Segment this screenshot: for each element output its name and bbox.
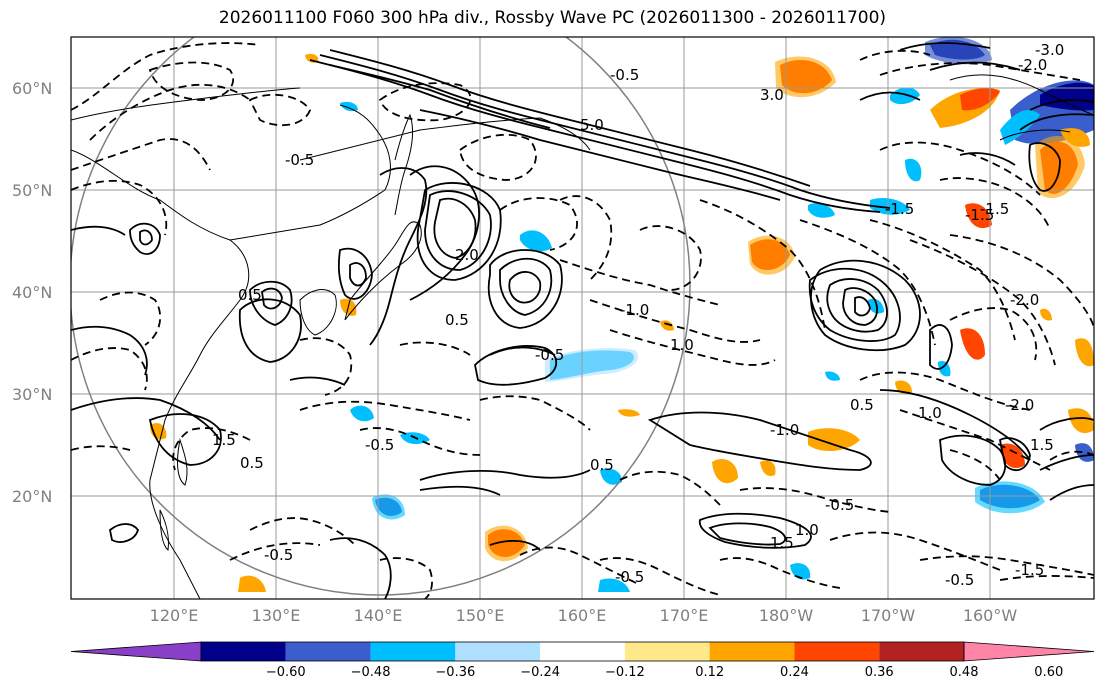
lon-tick-label: 120°E (150, 606, 199, 625)
contour-label: 1.0 (795, 521, 819, 539)
colorbar-tick-label: 0.36 (865, 665, 894, 680)
lon-tick-label: 160°E (558, 606, 607, 625)
map-area: -3.0 -2.0 -1.5 -0.5 0.5 -0.5 -1.0 1.0 -2… (71, 37, 1094, 599)
contour-label: 0.5 (850, 396, 874, 414)
colorbar-swatch (285, 642, 371, 661)
contour-label: 1.5 (212, 431, 236, 449)
contour-label: -0.5 (535, 346, 564, 364)
contour-label: -1.5 (1015, 561, 1044, 579)
lat-tick-label: 60°N (12, 79, 52, 98)
colorbar-extend-high (963, 641, 1095, 662)
lat-tick-label: 40°N (12, 283, 52, 302)
colorbar-outline (200, 641, 965, 662)
contour-label: 0.5 (240, 454, 264, 472)
colorbar-tick-label: 0.12 (695, 665, 724, 680)
contour-label: -1.0 (620, 301, 649, 319)
positive-contours (71, 42, 1094, 599)
colorbar-tick-label: 0.48 (950, 665, 979, 680)
lon-tick-label: 180°W (759, 606, 814, 625)
lat-tick-label: 20°N (12, 487, 52, 506)
contour-label: -2.0 (1010, 291, 1039, 309)
colorbar-tick-label: 0.60 (1034, 665, 1063, 680)
contour-label: -0.5 (264, 546, 293, 564)
colorbar-swatch (201, 642, 286, 661)
contour-label: 0.5 (445, 311, 469, 329)
colorbar-tick-label: −0.24 (520, 665, 560, 680)
lon-tick-label: 170°W (861, 606, 916, 625)
coastlines (71, 74, 1094, 599)
contour-label: -0.5 (825, 496, 854, 514)
contour-label: -0.5 (945, 571, 974, 589)
negative-divergence-shading (340, 37, 1094, 592)
contour-label: 0.5 (238, 286, 262, 304)
colorbar-tick-label: 0.24 (780, 665, 809, 680)
colorbar-swatch (709, 642, 795, 661)
contour-label: -1.5 (980, 200, 1009, 218)
lon-tick-label: 160°W (963, 606, 1018, 625)
colorbar-tick-label: −0.36 (435, 665, 475, 680)
contour-label: -1.5 (965, 206, 994, 224)
longitude-axis: 120°E 130°E 140°E 150°E 160°E 170°E 180°… (150, 606, 1018, 625)
contour-label: 0.5 (590, 456, 614, 474)
contour-label: 5.0 (580, 116, 604, 134)
contour-label: -0.5 (610, 66, 639, 84)
lat-tick-label: 30°N (12, 385, 52, 404)
contour-label: 1.5 (1030, 436, 1054, 454)
range-circle (71, 37, 691, 596)
colorbar-tick-label: −0.12 (605, 665, 645, 680)
contour-label: -2.0 (1005, 396, 1034, 414)
map-frame (70, 36, 1095, 600)
contour-labels: -3.0 -2.0 -1.5 -0.5 0.5 -0.5 -1.0 1.0 -2… (212, 41, 1064, 589)
colorbar-swatch (624, 642, 710, 661)
colorbar-swatch (794, 642, 880, 661)
contour-label: -0.5 (615, 568, 644, 586)
contour-label: -0.5 (285, 151, 314, 169)
colorbar-swatch (370, 642, 456, 661)
colorbar (70, 641, 1095, 662)
colorbar-extend-low (70, 641, 202, 662)
contour-label: -1.0 (770, 421, 799, 439)
contour-label: -2.0 (1018, 56, 1047, 74)
colorbar-swatch (879, 642, 964, 661)
lon-tick-label: 150°E (456, 606, 505, 625)
lat-tick-label: 50°N (12, 181, 52, 200)
contour-label: 2.0 (455, 246, 479, 264)
contour-label: 3.0 (760, 86, 784, 104)
colorbar-tick-label: −0.60 (266, 665, 306, 680)
contour-label: 1.5 (770, 534, 794, 552)
contour-label: -1.5 (885, 200, 914, 218)
graticule (71, 37, 1094, 599)
negative-contours (71, 42, 1094, 599)
lon-tick-label: 140°E (354, 606, 403, 625)
lon-tick-label: 130°E (252, 606, 301, 625)
contour-label: -3.0 (1035, 41, 1064, 59)
colorbar-labels: −0.60 −0.48 −0.36 −0.24 −0.12 0.12 0.24 … (266, 665, 1063, 680)
contour-label: -0.5 (365, 436, 394, 454)
colorbar-swatch (540, 642, 625, 661)
colorbar-tick-label: −0.48 (351, 665, 391, 680)
contour-label: 1.0 (918, 404, 942, 422)
map-title: 2026011100 F060 300 hPa div., Rossby Wav… (218, 8, 887, 28)
lon-tick-label: 170°E (660, 606, 709, 625)
colorbar-swatch (455, 642, 541, 661)
latitude-axis: 60°N 50°N 40°N 30°N 20°N (12, 79, 52, 506)
contour-label: 1.0 (670, 336, 694, 354)
